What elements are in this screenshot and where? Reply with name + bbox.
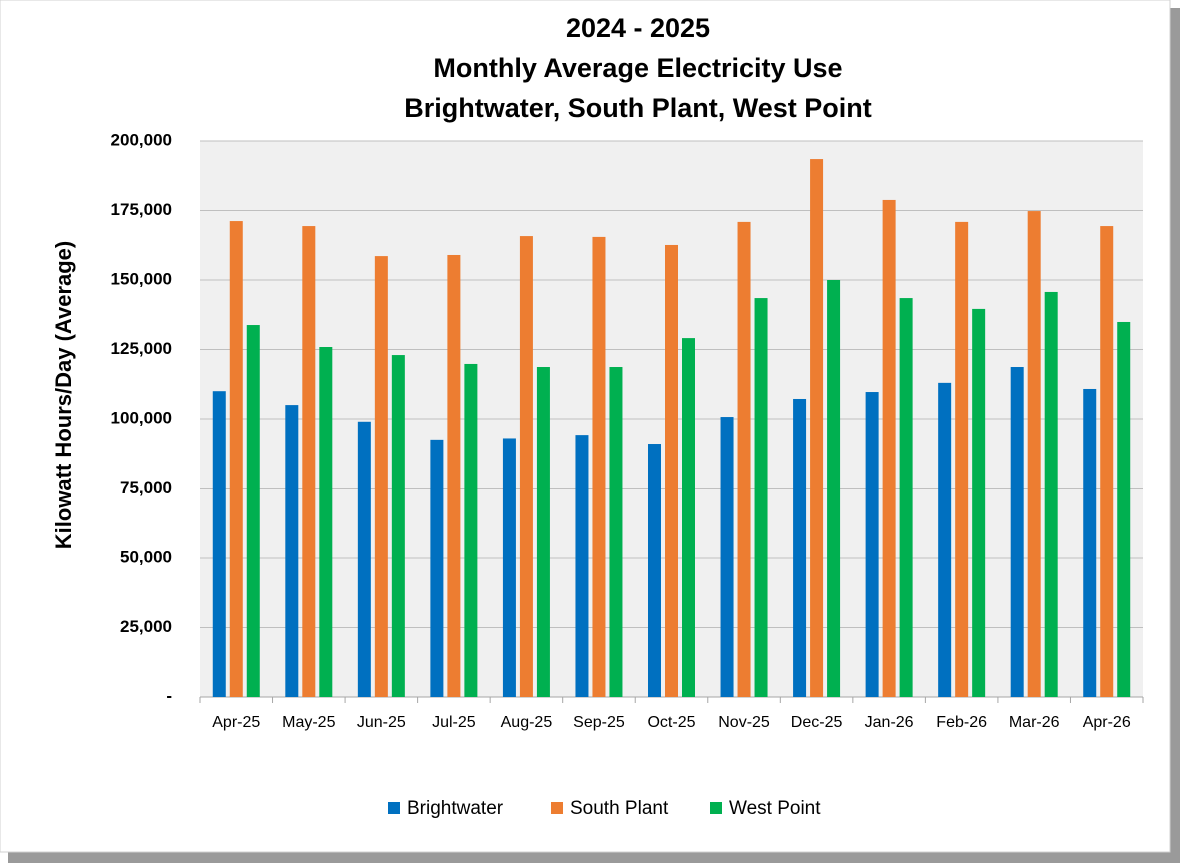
bar — [665, 244, 678, 698]
bar — [648, 444, 661, 697]
bar — [430, 439, 444, 697]
x-tick-label: Apr-25 — [212, 714, 260, 731]
x-tick-label: Oct-25 — [647, 714, 695, 731]
bar — [502, 438, 516, 697]
bar — [793, 398, 807, 697]
bar — [536, 367, 550, 697]
y-tick-label: 100,000 — [111, 408, 172, 427]
bar — [865, 392, 879, 697]
chart-title: Brightwater, South Plant, West Point — [404, 93, 872, 123]
bar — [882, 199, 896, 697]
x-tick-label: Apr-26 — [1083, 714, 1131, 731]
chart-title: 2024 - 2025 — [566, 13, 710, 43]
bar — [1027, 211, 1041, 697]
y-tick-label: 200,000 — [111, 130, 172, 149]
bar — [302, 226, 316, 697]
legend-label: Brightwater — [407, 798, 504, 819]
y-tick-label: 125,000 — [111, 339, 172, 358]
x-tick-label: Aug-25 — [501, 714, 553, 731]
x-tick-label: Jan-26 — [865, 714, 914, 731]
x-tick-label: Mar-26 — [1009, 714, 1060, 731]
bar — [464, 363, 478, 697]
legend-label: West Point — [729, 798, 821, 819]
y-tick-label: 150,000 — [111, 269, 172, 288]
bar — [246, 325, 260, 697]
bar — [972, 308, 986, 697]
bar — [609, 367, 623, 697]
bar — [754, 298, 768, 697]
chart-title: Monthly Average Electricity Use — [433, 53, 842, 83]
bar — [285, 405, 299, 697]
bar — [938, 382, 952, 697]
bar — [319, 346, 333, 697]
x-tick-label: Sep-25 — [573, 714, 625, 731]
x-tick-label: Nov-25 — [718, 714, 770, 731]
x-tick-label: Jul-25 — [432, 714, 476, 731]
bar — [575, 435, 589, 697]
bar — [391, 355, 405, 697]
bar — [1117, 321, 1131, 697]
bar — [737, 221, 751, 697]
bar — [682, 338, 695, 697]
bar — [357, 421, 371, 697]
x-tick-label: May-25 — [282, 714, 335, 731]
bar — [229, 221, 243, 697]
bar — [374, 256, 388, 697]
bar — [1100, 226, 1114, 697]
bar — [519, 236, 533, 698]
legend-swatch — [710, 802, 722, 814]
bar — [810, 159, 824, 697]
bar — [212, 391, 226, 697]
x-tick-label: Dec-25 — [791, 714, 843, 731]
x-tick-label: Feb-26 — [936, 714, 987, 731]
y-tick-label: 50,000 — [120, 547, 172, 566]
bar — [1083, 388, 1097, 697]
y-tick-label: - — [166, 686, 172, 705]
legend-label: South Plant — [570, 798, 669, 819]
x-tick-label: Jun-25 — [357, 714, 406, 731]
y-tick-label: 75,000 — [120, 478, 172, 497]
bar — [720, 417, 734, 697]
bar — [447, 254, 461, 698]
bar — [955, 221, 969, 697]
y-tick-label: 175,000 — [111, 200, 172, 219]
y-axis-label: Kilowatt Hours/Day (Average) — [51, 241, 76, 549]
bar — [1044, 291, 1058, 697]
y-tick-label: 25,000 — [120, 617, 172, 636]
bar — [899, 298, 913, 697]
bar — [827, 280, 841, 697]
legend-swatch — [551, 802, 563, 814]
bar — [592, 236, 606, 697]
bar — [1010, 367, 1024, 697]
legend-swatch — [388, 802, 400, 814]
